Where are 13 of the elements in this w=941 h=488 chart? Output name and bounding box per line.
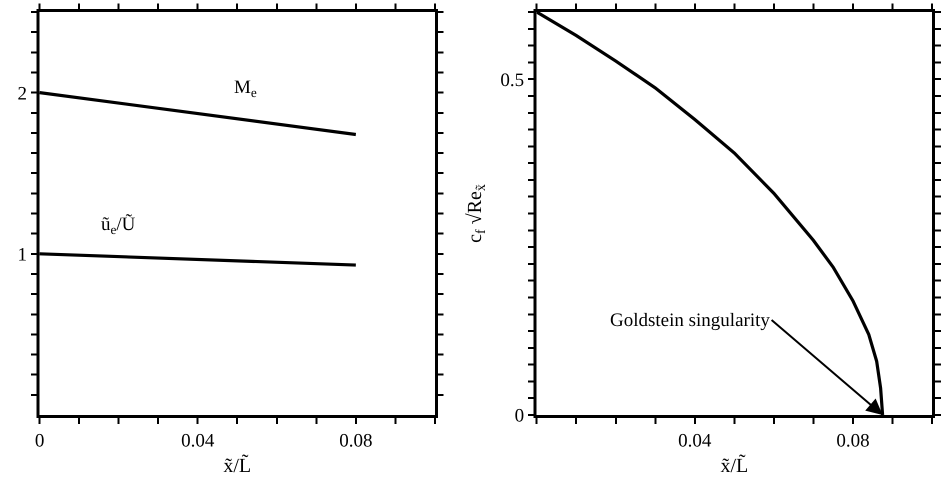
x-tick-label: 0.08 — [339, 430, 372, 452]
x-tick-label: 0.08 — [836, 430, 870, 452]
x-tick-label: 0.04 — [181, 430, 215, 452]
annotation: Goldstein singularity — [610, 310, 770, 331]
series-label: ũ$_{e}$/Ũ — [101, 214, 136, 237]
x-tick-label: 0.04 — [678, 430, 712, 452]
y-tick-label: 2 — [18, 83, 28, 104]
y-tick-label: 0.5 — [500, 70, 524, 91]
x-axis-title: x̃/L̃ — [720, 454, 748, 478]
x-tick-label: 0 — [34, 430, 44, 452]
x-axis-title: x̃/L̃ — [223, 454, 252, 478]
series-label: M$_{e}$ — [234, 77, 257, 100]
y-tick-label: 1 — [18, 244, 28, 266]
